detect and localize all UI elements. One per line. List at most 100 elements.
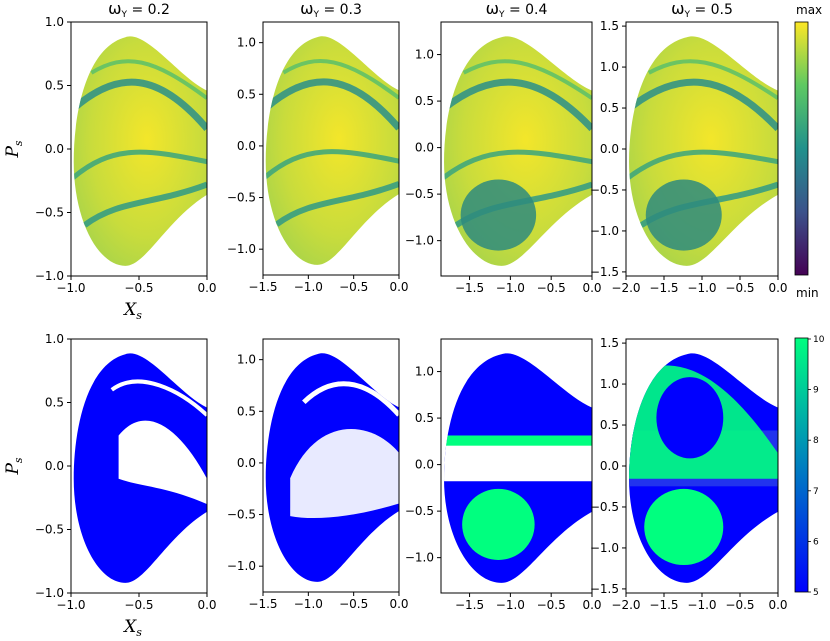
y-tick-label: −0.5: [590, 500, 619, 514]
colorbar-tick-label: 8: [813, 436, 819, 446]
band-2: [73, 149, 207, 182]
gap-band: [110, 379, 207, 417]
colorbar-top: [794, 21, 809, 276]
x-tick-label: −1.0: [56, 281, 85, 295]
x-tick-label: 0.0: [768, 598, 787, 612]
green-band: [444, 435, 592, 446]
y-tick-label: −1.5: [590, 265, 619, 279]
x-axis-label: Xs: [122, 300, 142, 322]
panel-6: −1.5 −1.0 −0.5 0.0 1.0 0.5 0.0 −0.5 −1.0: [227, 338, 409, 611]
y-tick-label: 0.5: [237, 87, 256, 101]
y-tick-label: 0.5: [45, 79, 64, 93]
plot-frame: [440, 21, 593, 277]
y-tick-label: 1.0: [415, 365, 434, 379]
panel-3: −1.5 −1.0 −0.5 0.0 1.0 0.5 0.0 −0.5 −1.0 ωY = 0.4: [405, 0, 602, 295]
band-3: [274, 181, 399, 227]
panel-title: ωY = 0.3: [300, 0, 362, 20]
y-tick-label: −1.0: [405, 551, 434, 565]
panel-title: ωY = 0.4: [486, 0, 548, 20]
panel-1: −1.0 −0.5 0.0 1.0 0.5 0.0 −0.5 −1.0 ωY = 0.2: [35, 0, 217, 295]
band-4: [462, 59, 592, 100]
x-tick-label: −1.0: [687, 281, 716, 295]
x-tick-label: −0.5: [537, 281, 566, 295]
x-tick-label: 0.0: [582, 281, 601, 295]
y-tick-label: 1.0: [415, 48, 434, 62]
colorbar-tick-label: 10: [813, 335, 825, 345]
island-region: [644, 488, 724, 566]
y-tick-label: 0.0: [237, 456, 256, 470]
x-tick-label: −1.0: [687, 598, 716, 612]
x-tick-label: −2.0: [611, 281, 640, 295]
band-1: [444, 78, 592, 132]
plot-frame: [262, 21, 400, 276]
y-tick-label: −1.0: [227, 242, 256, 256]
plot-frame: [262, 338, 400, 593]
band-3: [82, 181, 207, 228]
x-tick-label: 0.0: [197, 598, 216, 612]
x-axis-label: Xs: [122, 617, 142, 639]
panel-4: −2.0 −1.5 −1.0 −0.5 0.01.51.00.50.0−0.5−1.0−…: [590, 0, 788, 295]
x-tick-label: −0.5: [725, 281, 754, 295]
y-tick-label: 0.5: [415, 94, 434, 108]
y-tick-label: 1.0: [45, 332, 64, 346]
chaotic-region: [290, 429, 399, 519]
x-tick-label: −0.5: [124, 281, 153, 295]
y-tick-label: −0.5: [227, 191, 256, 205]
x-tick-label: −0.5: [339, 597, 368, 611]
y-tick-label: 1.5: [600, 336, 619, 350]
x-tick-label: −1.5: [649, 281, 678, 295]
y-tick-label: 1.0: [45, 15, 64, 29]
y-tick-label: 1.0: [600, 377, 619, 391]
island-region: [656, 377, 724, 459]
colorbar-tick-label: 6: [813, 537, 819, 547]
x-tick-label: −2.0: [611, 598, 640, 612]
x-tick-label: 0.0: [389, 280, 408, 294]
y-tick-label: −1.0: [590, 541, 619, 555]
band-2: [444, 149, 592, 182]
y-axis-label: Ps: [3, 457, 25, 475]
colorbar-max-label: max: [796, 3, 822, 17]
y-tick-label: 0.5: [415, 411, 434, 425]
empty-region: [118, 420, 207, 505]
colorbar-tick-label: 9: [813, 386, 819, 396]
y-tick-label: 1.5: [600, 19, 619, 33]
island-region: [462, 488, 535, 560]
plot-frame: [440, 338, 593, 594]
x-tick-label: 0.0: [389, 597, 408, 611]
x-tick-label: 0.0: [768, 281, 787, 295]
y-tick-label: −1.0: [35, 269, 64, 283]
y-tick-label: −0.5: [590, 183, 619, 197]
x-tick-label: −1.0: [496, 598, 525, 612]
x-tick-label: −1.5: [649, 598, 678, 612]
y-tick-label: 1.0: [600, 60, 619, 74]
panel-5: −1.0 −0.5 0.0 1.0 0.5 0.0 −0.5 −1.0: [35, 332, 217, 612]
y-tick-label: −1.0: [227, 559, 256, 573]
y-tick-label: 1.0: [237, 353, 256, 367]
y-tick-label: −1.5: [590, 582, 619, 596]
panel-title: ωY = 0.5: [671, 0, 733, 20]
y-tick-label: 0.0: [415, 141, 434, 155]
y-tick-label: 0.0: [45, 459, 64, 473]
x-tick-label: −0.5: [339, 280, 368, 294]
y-tick-label: −0.5: [35, 206, 64, 220]
y-tick-label: 0.5: [600, 418, 619, 432]
y-tick-label: 0.0: [45, 142, 64, 156]
y-tick-label: −1.0: [405, 234, 434, 248]
y-tick-label: −0.5: [405, 504, 434, 518]
x-tick-label: 0.0: [197, 281, 216, 295]
colorbar-tick-label: 7: [813, 487, 819, 497]
band-4: [282, 59, 399, 100]
colorbar-min-label: min: [796, 286, 819, 300]
island-region: [460, 179, 537, 251]
x-tick-label: −1.0: [496, 281, 525, 295]
y-axis-label: Ps: [3, 140, 25, 158]
island-region: [645, 179, 722, 251]
x-tick-label: 0.0: [582, 598, 601, 612]
y-tick-label: 0.0: [237, 139, 256, 153]
band-1: [73, 78, 207, 131]
panel-2: −1.5 −1.0 −0.5 0.0 1.0 0.5 0.0 −0.5 −1.0 ωY = 0.3: [227, 0, 409, 294]
x-tick-label: −1.5: [455, 598, 484, 612]
y-tick-label: −0.5: [405, 187, 434, 201]
y-tick-label: −0.5: [35, 523, 64, 537]
